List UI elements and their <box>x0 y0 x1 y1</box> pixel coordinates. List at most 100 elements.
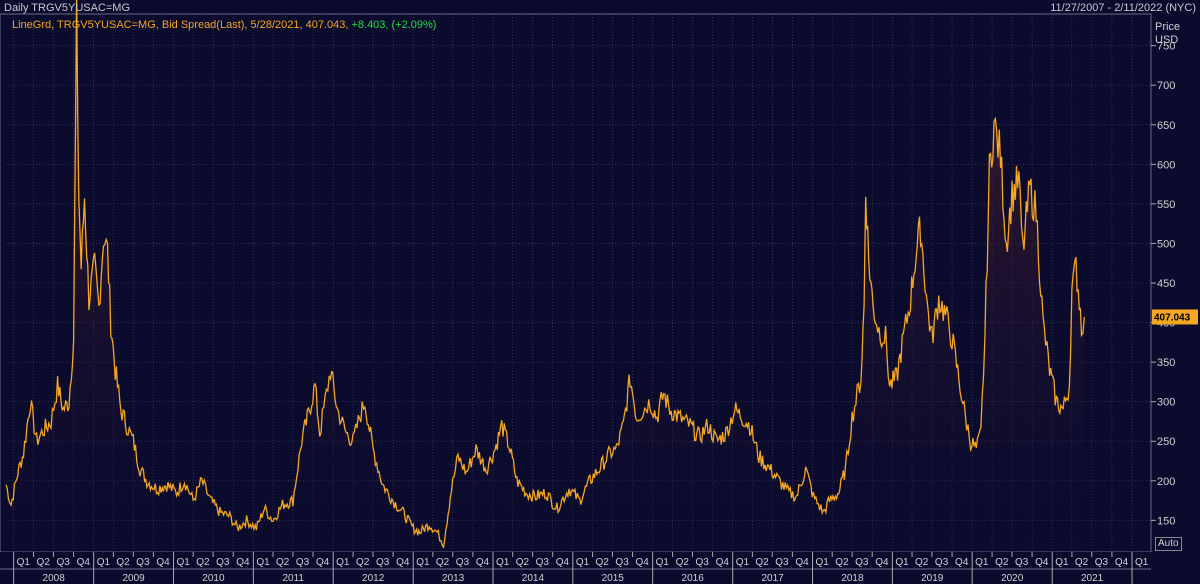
x-year-label: 2021 <box>1081 573 1104 584</box>
x-quarter-label: Q2 <box>835 557 849 568</box>
x-quarter-label: Q4 <box>1035 557 1049 568</box>
x-quarter-label: Q2 <box>676 557 690 568</box>
y-tick-label: 600 <box>1157 159 1175 171</box>
x-quarter-label: Q2 <box>436 557 450 568</box>
x-quarter-label: Q2 <box>755 557 769 568</box>
y-tick-label: 200 <box>1157 476 1175 488</box>
x-quarter-label: Q1 <box>336 557 350 568</box>
chart-header-title: Daily TRGV5YUSAC=MG <box>4 2 131 14</box>
x-year-label: 2016 <box>682 573 705 584</box>
x-quarter-label: Q4 <box>955 557 969 568</box>
auto-scale-button[interactable]: Auto <box>1155 537 1182 551</box>
x-quarter-label: Q1 <box>416 557 430 568</box>
x-quarter-label: Q3 <box>775 557 789 568</box>
x-quarter-label: Q4 <box>316 557 330 568</box>
x-year-label: 2011 <box>282 573 304 584</box>
x-quarter-label: Q1 <box>97 557 111 568</box>
x-axis-band <box>0 552 1200 584</box>
x-year-label: 2008 <box>43 573 66 584</box>
y-tick-label: 550 <box>1157 199 1175 211</box>
chart-date-range: 11/27/2007 - 2/11/2022 (NYC) <box>1050 2 1196 14</box>
x-quarter-label: Q4 <box>156 557 170 568</box>
x-quarter-label: Q3 <box>695 557 709 568</box>
x-quarter-label: Q3 <box>536 557 550 568</box>
x-quarter-label: Q1 <box>656 557 670 568</box>
x-year-label: 2010 <box>202 573 225 584</box>
x-quarter-label: Q1 <box>177 557 191 568</box>
x-quarter-label: Q3 <box>456 557 470 568</box>
x-quarter-label: Q4 <box>875 557 889 568</box>
x-quarter-label: Q2 <box>915 557 929 568</box>
x-quarter-label: Q4 <box>795 557 809 568</box>
legend-change: +8.403, (+2.09%) <box>351 19 437 31</box>
series-legend: LineGrd, TRGV5YUSAC=MG, Bid Spread(Last)… <box>12 19 436 31</box>
x-quarter-label: Q1 <box>895 557 909 568</box>
y-tick-label: 750 <box>1157 41 1175 53</box>
x-quarter-label: Q3 <box>216 557 230 568</box>
x-axis: Q1 Q2 Q3 Q4 Q1 Q2 Q3 Q4 Q1 Q2 Q3 Q4 Q1 Q2 Q3 Q4 Q1 Q2 Q3 Q4… <box>0 552 1200 584</box>
last-value-tag: 407.043 <box>1152 309 1198 325</box>
x-quarter-label: Q4 <box>716 557 730 568</box>
x-quarter-label: Q4 <box>77 557 91 568</box>
last-value-tag-bg <box>1152 309 1198 325</box>
y-tick-label: 700 <box>1157 80 1175 92</box>
y-tick-label: 250 <box>1157 436 1175 448</box>
x-quarter-label: Q4 <box>636 557 650 568</box>
x-year-label: 2013 <box>442 573 465 584</box>
x-quarter-label: Q3 <box>1015 557 1029 568</box>
x-quarter-label: Q4 <box>396 557 410 568</box>
x-quarter-label: Q1 <box>975 557 989 568</box>
x-quarter-label: Q1 <box>496 557 510 568</box>
x-quarter-label: Q1 <box>17 557 31 568</box>
x-quarter-label: Q4 <box>1115 557 1129 568</box>
x-quarter-label: Q1 <box>576 557 590 568</box>
x-quarter-label: Q2 <box>596 557 610 568</box>
x-year-label: 2019 <box>921 573 944 584</box>
x-quarter-label: Q2 <box>995 557 1009 568</box>
x-year-label: 2015 <box>602 573 625 584</box>
x-quarter-label: Q3 <box>136 557 150 568</box>
x-quarter-label: Q4 <box>476 557 490 568</box>
y-axis: 150200250300350400450500550600650700750 <box>1151 41 1175 527</box>
x-year-label: 2009 <box>122 573 145 584</box>
y-tick-label: 150 <box>1157 515 1175 527</box>
y-tick-label: 350 <box>1157 357 1175 369</box>
series-line <box>5 0 1086 549</box>
x-quarter-label: Q3 <box>615 557 629 568</box>
x-quarter-label: Q3 <box>1095 557 1109 568</box>
x-quarter-label: Q2 <box>516 557 530 568</box>
x-year-label: 2020 <box>1001 573 1024 584</box>
x-quarter-label: Q1 <box>1055 557 1069 568</box>
legend-text: LineGrd, TRGV5YUSAC=MG, Bid Spread(Last)… <box>12 19 349 31</box>
x-quarter-label: Q2 <box>276 557 290 568</box>
x-quarter-label: Q3 <box>855 557 869 568</box>
x-quarter-label: Q1 <box>256 557 270 568</box>
x-quarter-label: Q2 <box>196 557 210 568</box>
last-value-text: 407.043 <box>1154 312 1191 323</box>
x-quarter-label: Q3 <box>296 557 310 568</box>
x-quarter-label: Q1 <box>816 557 830 568</box>
x-quarter-label: Q3 <box>376 557 390 568</box>
x-quarter-label: Q2 <box>356 557 370 568</box>
x-quarter-label: Q2 <box>1075 557 1089 568</box>
y-axis-title-price: Price <box>1155 21 1181 33</box>
x-quarter-label: Q1 <box>736 557 750 568</box>
x-quarter-label: Q2 <box>37 557 51 568</box>
x-quarter-label: Q4 <box>556 557 570 568</box>
x-quarter-label: Q3 <box>935 557 949 568</box>
x-quarter-label: Q4 <box>236 557 250 568</box>
x-quarter-label: Q2 <box>116 557 130 568</box>
series-area <box>6 0 1085 552</box>
y-axis-title: Price USD <box>1155 21 1180 47</box>
x-year-label: 2017 <box>761 573 784 584</box>
y-tick-label: 650 <box>1157 120 1175 132</box>
y-axis-title-unit: USD <box>1155 34 1179 46</box>
x-quarter-label: Q1 <box>1135 557 1149 568</box>
y-tick-label: 450 <box>1157 278 1175 290</box>
y-tick-label: 300 <box>1157 397 1175 409</box>
x-year-label: 2018 <box>841 573 864 584</box>
y-tick-label: 500 <box>1157 238 1175 250</box>
x-year-label: 2014 <box>522 573 545 584</box>
